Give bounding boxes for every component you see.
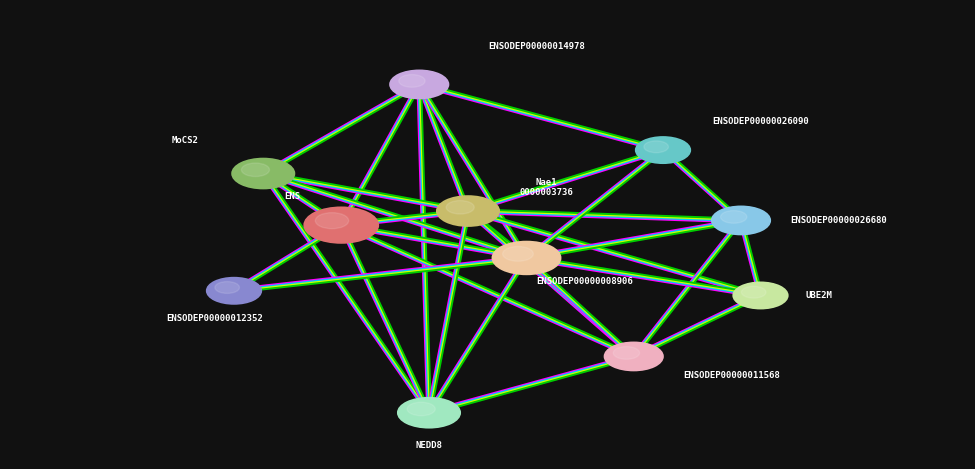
Circle shape bbox=[712, 206, 770, 234]
Circle shape bbox=[398, 398, 460, 428]
Circle shape bbox=[399, 75, 425, 87]
Text: NEDD8: NEDD8 bbox=[415, 441, 443, 450]
Text: ENS: ENS bbox=[285, 192, 300, 202]
Circle shape bbox=[242, 163, 269, 176]
Circle shape bbox=[644, 141, 669, 153]
Circle shape bbox=[636, 137, 690, 163]
Circle shape bbox=[613, 347, 640, 359]
Text: ENSODEP00000014978: ENSODEP00000014978 bbox=[488, 42, 585, 52]
Text: ENSODEP00000008906: ENSODEP00000008906 bbox=[536, 277, 634, 286]
Circle shape bbox=[408, 402, 435, 416]
Text: ENSODEP00000011568: ENSODEP00000011568 bbox=[682, 371, 780, 380]
Circle shape bbox=[304, 207, 378, 243]
Text: ENSODEP00000012352: ENSODEP00000012352 bbox=[166, 314, 263, 324]
Text: ENSODEP00000026680: ENSODEP00000026680 bbox=[790, 216, 887, 225]
Text: MoCS2: MoCS2 bbox=[172, 136, 199, 145]
Circle shape bbox=[232, 159, 294, 189]
Text: UBE2M: UBE2M bbox=[805, 291, 833, 300]
Text: ENSODEP00000026090: ENSODEP00000026090 bbox=[712, 117, 809, 127]
Circle shape bbox=[503, 247, 533, 261]
Circle shape bbox=[741, 286, 766, 298]
Circle shape bbox=[390, 70, 448, 98]
Circle shape bbox=[207, 278, 261, 304]
Circle shape bbox=[315, 212, 349, 229]
Circle shape bbox=[604, 342, 663, 371]
Text: Nae1
0000003736: Nae1 0000003736 bbox=[519, 178, 573, 197]
Circle shape bbox=[733, 282, 788, 309]
Circle shape bbox=[492, 242, 561, 274]
Circle shape bbox=[447, 201, 474, 214]
Circle shape bbox=[214, 281, 240, 294]
Circle shape bbox=[437, 196, 499, 226]
Circle shape bbox=[721, 211, 747, 223]
